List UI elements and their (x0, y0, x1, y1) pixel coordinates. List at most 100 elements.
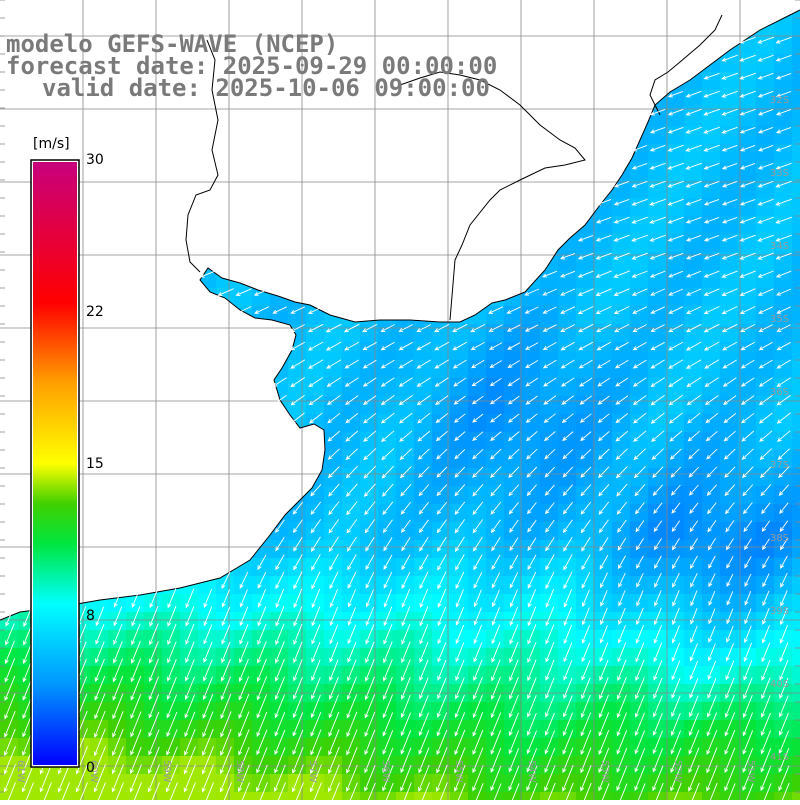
field-cell (180, 648, 199, 667)
field-cell (630, 486, 649, 505)
wind-arrow (742, 694, 753, 718)
wind-arrow (779, 607, 788, 626)
wind-arrow (650, 306, 665, 314)
wind-arrow (473, 642, 483, 663)
field-cell (540, 756, 559, 775)
wind-arrow (613, 252, 630, 260)
wind-arrow (436, 729, 448, 756)
wind-arrow (721, 234, 738, 242)
wind-arrow (635, 642, 645, 663)
field-cell (432, 486, 451, 505)
field-cell (648, 756, 667, 775)
wind-arrow (435, 431, 448, 442)
wind-arrow (560, 377, 575, 387)
field-cell (252, 576, 271, 595)
field-cell (360, 432, 379, 451)
wind-arrow (632, 395, 647, 406)
field-cell (684, 558, 703, 577)
wind-arrow (580, 431, 592, 442)
wind-arrow (524, 288, 540, 296)
field-cell (738, 450, 757, 469)
field-cell (720, 360, 739, 379)
field-cell (738, 162, 757, 181)
wind-arrow (418, 695, 429, 718)
wind-arrow (310, 501, 322, 515)
field-cell (108, 738, 127, 757)
wind-arrow (739, 108, 756, 116)
wind-arrow (131, 588, 141, 608)
wind-arrow (613, 216, 630, 224)
wind-arrow (635, 659, 645, 682)
field-cell (666, 558, 685, 577)
wind-arrow (527, 624, 537, 645)
field-cell (396, 342, 415, 361)
wind-arrow (721, 126, 738, 134)
wind-arrow (508, 712, 519, 737)
wind-arrow (705, 430, 718, 442)
wind-arrow (328, 676, 339, 700)
field-cell (684, 774, 703, 793)
field-cell (558, 360, 577, 379)
field-cell (522, 720, 541, 739)
wind-arrow (562, 695, 573, 718)
wind-arrow (491, 641, 501, 663)
wind-arrow (757, 54, 774, 62)
wind-arrow (650, 341, 665, 351)
wind-arrow (455, 571, 465, 590)
wind-arrow (563, 554, 573, 571)
wind-arrow (346, 694, 358, 719)
field-cell (270, 612, 289, 631)
field-cell (648, 144, 667, 163)
field-cell (540, 324, 559, 343)
field-cell (414, 396, 433, 415)
field-cell (774, 756, 793, 775)
wind-arrow (563, 536, 573, 552)
wind-arrow (311, 624, 321, 645)
field-cell (792, 540, 800, 559)
field-cell (108, 720, 127, 739)
wind-arrow (779, 677, 789, 700)
wind-arrow (347, 659, 357, 682)
wind-arrow (775, 270, 792, 278)
wind-arrow (453, 395, 466, 405)
wind-arrow (581, 660, 591, 681)
field-cell (432, 432, 451, 451)
field-cell (666, 306, 685, 325)
field-cell (540, 774, 559, 793)
wind-arrow (743, 660, 753, 681)
wind-arrow (703, 108, 720, 116)
wind-arrow (472, 413, 484, 423)
wind-arrow (507, 431, 520, 442)
wind-arrow (491, 589, 500, 608)
field-cell (234, 576, 253, 595)
field-cell (378, 468, 397, 487)
field-cell (486, 504, 505, 523)
field-cell (396, 720, 415, 739)
field-cell (612, 234, 631, 253)
field-cell (576, 306, 595, 325)
wind-arrow (509, 589, 518, 608)
wind-arrow (383, 589, 392, 608)
field-cell (774, 414, 793, 433)
field-cell (90, 792, 109, 800)
wind-arrow (257, 623, 267, 646)
field-cell (630, 504, 649, 523)
field-cell (558, 288, 577, 307)
wind-arrow (739, 54, 756, 62)
field-cell (306, 540, 325, 559)
field-cell (702, 72, 721, 91)
wind-arrow (689, 660, 699, 681)
wind-arrow (777, 430, 791, 442)
field-cell (738, 540, 757, 559)
field-cell (738, 648, 757, 667)
wind-arrow (724, 747, 736, 774)
wind-arrow (527, 519, 537, 533)
field-cell (774, 630, 793, 649)
wind-arrow (131, 606, 141, 627)
wind-arrow (526, 730, 538, 755)
wind-arrow (725, 520, 735, 533)
field-cell (198, 756, 217, 775)
field-cell (378, 702, 397, 721)
field-cell (792, 396, 800, 415)
field-cell (0, 630, 19, 649)
